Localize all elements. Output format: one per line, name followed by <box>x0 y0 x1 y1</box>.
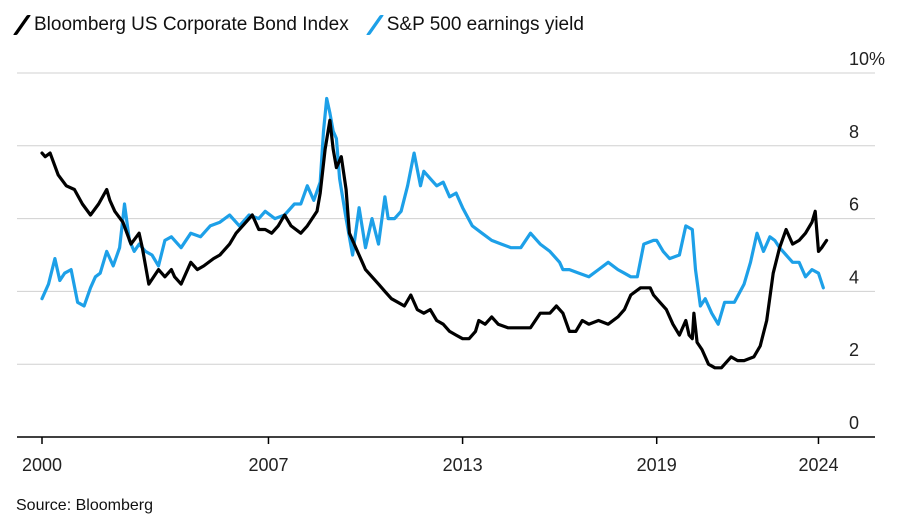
legend-item-earnings-yield: S&P 500 earnings yield <box>365 14 584 36</box>
x-tick-label-2007: 2007 <box>248 455 288 475</box>
y-tick-label-8: 8 <box>849 122 859 142</box>
source-note: Source: Bloomberg <box>16 497 153 514</box>
y-tick-label-6: 6 <box>849 195 859 215</box>
x-tick-label-2024: 2024 <box>798 455 838 475</box>
legend-item-corporate-bond: Bloomberg US Corporate Bond Index <box>12 14 349 36</box>
x-tick-label-2013: 2013 <box>443 455 483 475</box>
x-tick-label-2019: 2019 <box>637 455 677 475</box>
y-tick-label-0: 0 <box>849 413 859 433</box>
series-line-earnings-yield <box>40 96 825 326</box>
series-line-corporate-bond <box>40 118 829 370</box>
x-tick-label-2000: 2000 <box>22 455 62 475</box>
legend-label-earnings-yield: S&P 500 earnings yield <box>386 14 584 35</box>
y-tick-label-4: 4 <box>849 267 859 287</box>
legend-label-corporate-bond: Bloomberg US Corporate Bond Index <box>34 14 349 35</box>
y-tick-label-2: 2 <box>849 340 859 360</box>
chart-legend: Bloomberg US Corporate Bond Index S&P 50… <box>12 14 602 36</box>
y-tick-label-10: 10% <box>849 49 885 69</box>
